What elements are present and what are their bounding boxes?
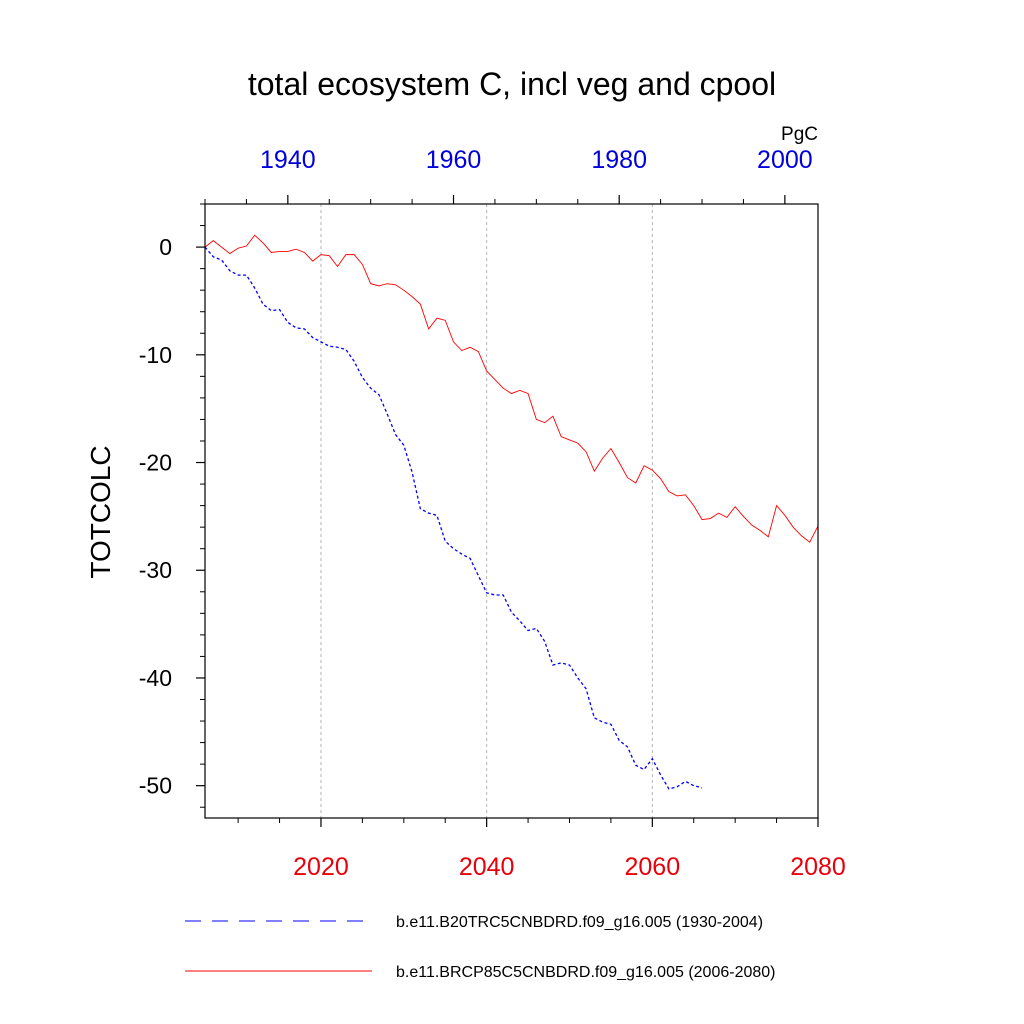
y-tick-label: -40 [139, 665, 172, 691]
y-tick-label: -30 [139, 557, 172, 583]
y-axis-label: TOTCOLC [85, 445, 116, 578]
x-top-tick-label: 1940 [260, 146, 316, 174]
legend-label-1: b.e11.B20TRC5CNBDRD.f09_g16.005 (1930-20… [396, 914, 763, 931]
x-bottom-tick-label: 2020 [293, 853, 349, 881]
x-bottom-tick-label: 2040 [459, 853, 515, 881]
x-top-tick-label: 2000 [757, 146, 813, 174]
y-tick-label: -20 [139, 450, 172, 476]
x-bottom-tick-label: 2060 [625, 853, 681, 881]
x-top-tick-label: 1960 [426, 146, 482, 174]
units-label: PgC [781, 124, 818, 145]
series-line-1 [204, 246, 703, 790]
x-top-tick-label: 1980 [591, 146, 647, 174]
y-tick-label: -50 [139, 773, 172, 799]
series-line-2 [204, 234, 819, 543]
legend-label-2: b.e11.BRCP85C5CNBDRD.f09_g16.005 (2006-2… [396, 964, 775, 981]
y-tick-label: -10 [139, 342, 172, 368]
x-bottom-tick-label: 2080 [790, 853, 846, 881]
plot-frame [204, 203, 819, 819]
chart-title: total ecosystem C, incl veg and cpool [248, 66, 776, 102]
y-tick-label: 0 [159, 234, 172, 260]
